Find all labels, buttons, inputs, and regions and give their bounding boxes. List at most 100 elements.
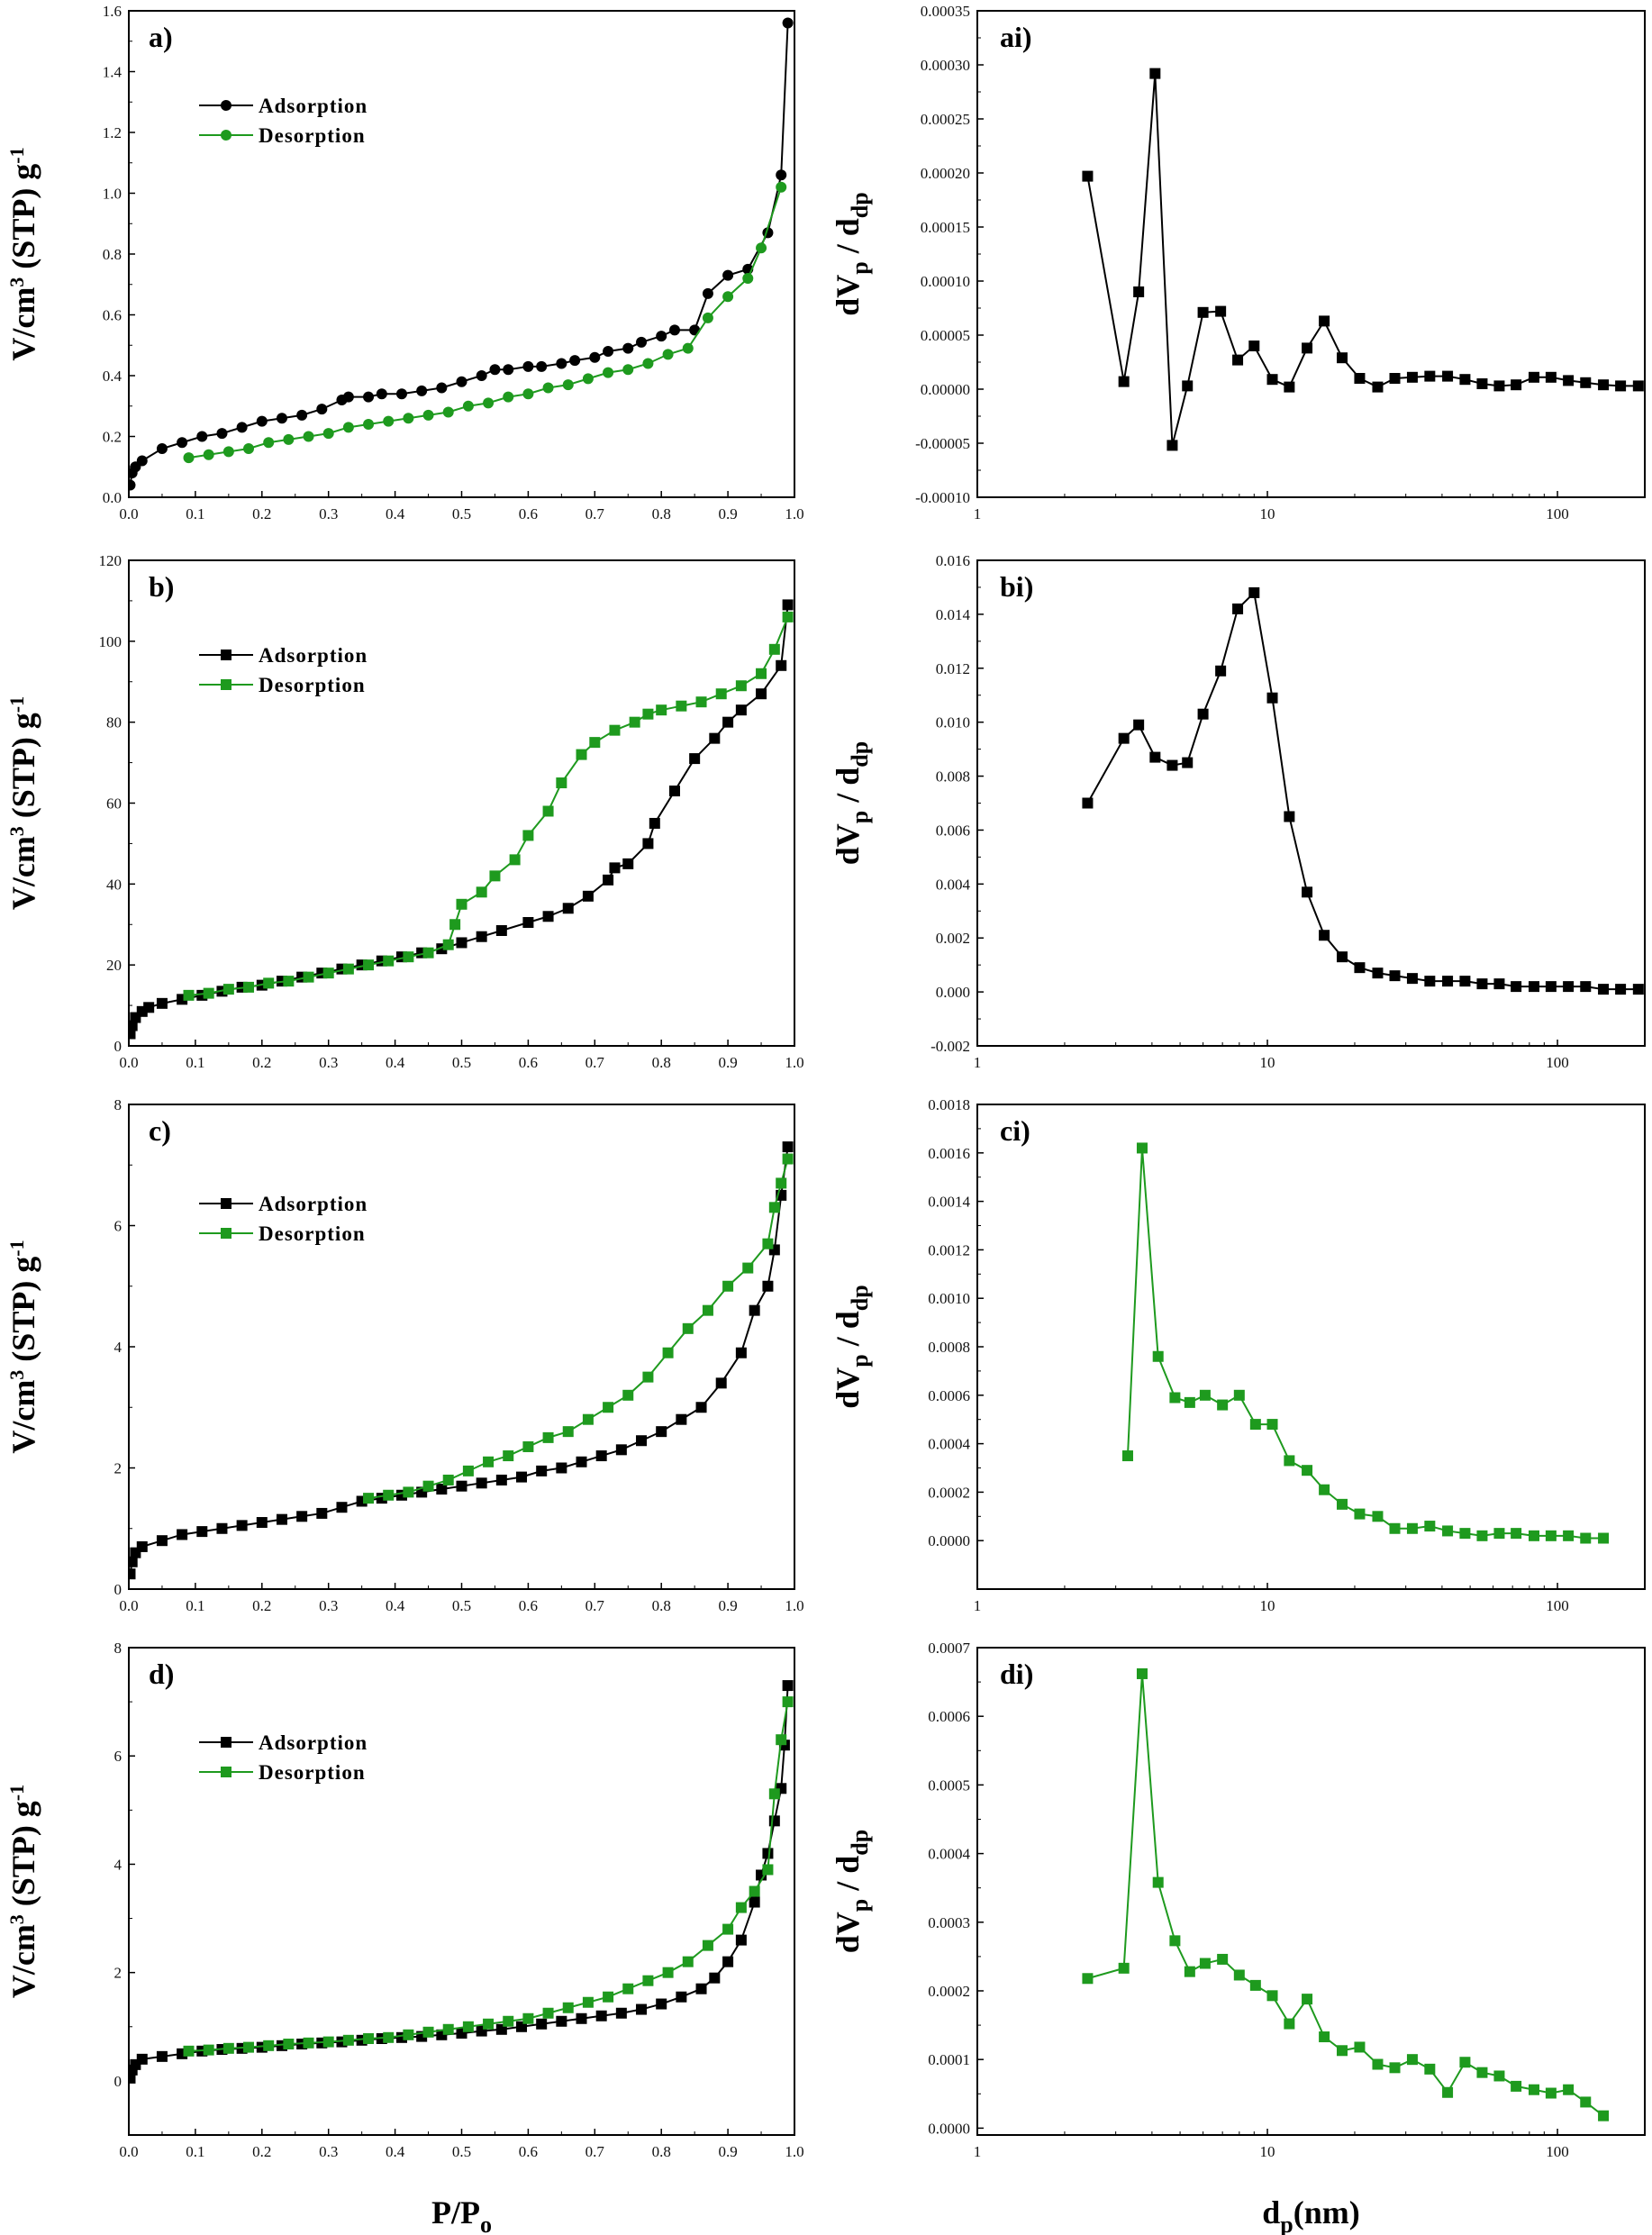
x-tick-label: 0.1 (186, 1597, 204, 1614)
y-tick-label: 0 (114, 1038, 123, 1055)
y-tick-label: 0.0007 (928, 1640, 970, 1657)
chart-bi: 1 10 100 -0.002 0.000 0.002 0.004 0.006 0.008 0.0… (830, 552, 1646, 1071)
data-point (782, 1680, 794, 1692)
data-point (676, 1413, 687, 1425)
data-point (503, 1450, 514, 1462)
y-axis-label: V/cm3 (STP) g-1 (5, 1240, 41, 1453)
data-point (183, 2045, 195, 2057)
data-point (129, 479, 136, 491)
data-point (1511, 1528, 1522, 1540)
y-tick-label: 0.00025 (921, 111, 970, 128)
data-point (442, 406, 454, 418)
data-point (1493, 1528, 1505, 1540)
data-point (762, 1280, 774, 1292)
data-point (403, 2029, 414, 2040)
data-point (383, 415, 395, 427)
x-tick-label: 0.8 (652, 505, 671, 522)
data-point (776, 1734, 787, 1746)
data-point (183, 989, 195, 1001)
y-tick-label: 6 (114, 1218, 123, 1235)
data-point (422, 409, 434, 421)
data-point (342, 963, 354, 975)
data-point (256, 415, 268, 427)
data-point (542, 2007, 554, 2019)
y-axis-label: V/cm3 (STP) g-1 (5, 696, 41, 910)
panel-label: di) (1000, 1658, 1033, 1690)
x-axis-label: P/Po (431, 2194, 492, 2235)
data-point (668, 786, 680, 797)
data-point (1632, 380, 1644, 392)
data-point (562, 2002, 574, 2013)
data-point (503, 2015, 514, 2027)
data-point (376, 388, 387, 400)
x-tick-label: 10 (1260, 505, 1275, 522)
data-point (615, 1444, 627, 1456)
data-point (1442, 370, 1454, 382)
legend-label: Desorption (259, 1761, 366, 1784)
panel-label: ai) (1000, 21, 1032, 53)
x-tick-label: 0.4 (386, 1597, 405, 1614)
data-point (1580, 1532, 1592, 1544)
data-point (436, 1484, 448, 1495)
y-tick-label: 0.0000 (928, 1532, 970, 1549)
legend-marker (221, 1767, 231, 1777)
data-point (715, 1377, 727, 1389)
data-point (1248, 586, 1260, 598)
x-tick-label: 1.0 (785, 505, 803, 522)
data-point (1442, 1525, 1454, 1537)
panel-label: b) (149, 570, 174, 603)
y-tick-label: 100 (99, 633, 123, 650)
data-point (662, 349, 674, 360)
chart-b: 0.0 0.1 0.2 0.3 0.4 0.5 0.6 0.7 0.8 0.9 1.0 0 20 40 60… (5, 552, 804, 1071)
data-point (1545, 981, 1557, 993)
data-point (503, 391, 514, 403)
data-point (422, 2026, 434, 2038)
data-point (562, 903, 574, 914)
y-axis-label: V/cm3 (STP) g-1 (5, 147, 41, 360)
data-point (782, 599, 794, 611)
y-tick-label: 0.0000 (928, 2120, 970, 2137)
y-tick-label: 8 (114, 1096, 123, 1113)
y-tick-label: 0.016 (936, 552, 970, 569)
x-tick-label: 100 (1546, 1054, 1569, 1071)
y-tick-label: -0.00010 (915, 489, 970, 506)
data-point (1580, 981, 1592, 993)
y-axis-label: dVp / ddp (830, 1285, 873, 1408)
x-tick-label: 0.4 (386, 505, 405, 522)
data-point (582, 1996, 594, 2008)
x-tick-label: 1 (974, 505, 982, 522)
data-point (1197, 708, 1209, 720)
y-tick-label: 0.00035 (921, 3, 970, 20)
data-point (129, 1028, 136, 1040)
data-point (762, 1238, 774, 1249)
x-tick-label: 0.7 (585, 1054, 605, 1071)
series-line (129, 604, 789, 1034)
y-tick-label: 0.00015 (921, 219, 970, 236)
data-point (1598, 1532, 1610, 1544)
data-point (1199, 1389, 1211, 1401)
data-point (722, 291, 734, 303)
data-point (422, 1480, 434, 1492)
x-tick-label: 0.0 (119, 1597, 138, 1614)
panel-label: a) (149, 21, 173, 53)
data-point (1136, 1667, 1148, 1679)
data-point (1511, 379, 1522, 391)
data-point (143, 1002, 155, 1013)
data-point (1580, 2096, 1592, 2108)
x-tick-label: 100 (1546, 1597, 1569, 1614)
data-point (735, 680, 747, 692)
data-point (322, 428, 334, 440)
data-point (749, 1896, 760, 1908)
data-point (1121, 1450, 1133, 1462)
series-desorption (363, 1153, 794, 1504)
data-point (296, 409, 308, 421)
data-point (1545, 1530, 1557, 1541)
data-point (363, 2033, 375, 2045)
data-point (576, 1456, 587, 1467)
data-point (689, 753, 701, 765)
data-point (622, 364, 634, 376)
data-point (1284, 811, 1295, 822)
data-point (1319, 315, 1330, 327)
x-tick-label: 0.2 (252, 2143, 271, 2160)
